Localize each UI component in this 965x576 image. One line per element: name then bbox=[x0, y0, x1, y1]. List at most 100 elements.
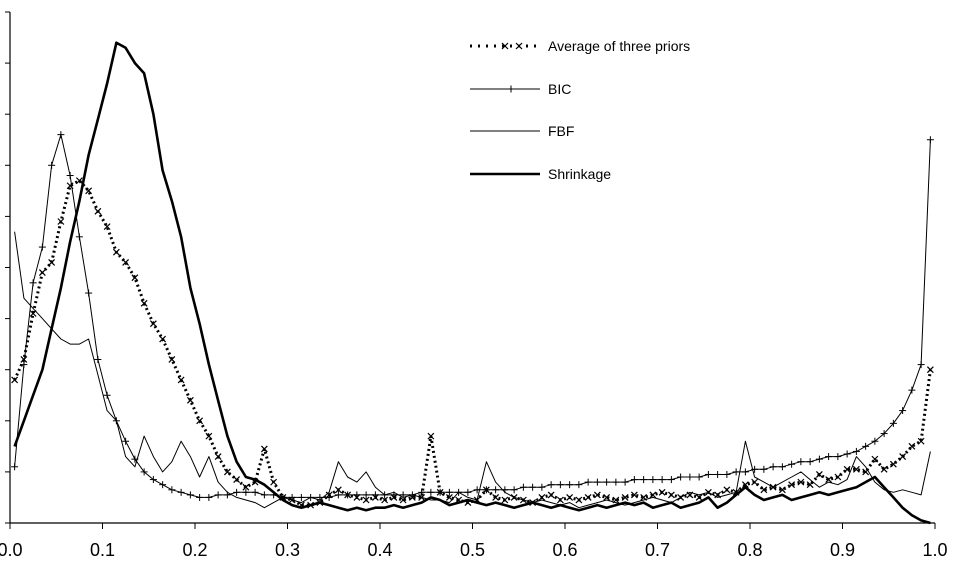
legend-label: FBF bbox=[548, 123, 574, 139]
data-point bbox=[852, 447, 860, 455]
data-point bbox=[825, 453, 833, 461]
data-point bbox=[149, 320, 157, 328]
data-point bbox=[519, 483, 527, 491]
data-point bbox=[871, 455, 879, 463]
data-point bbox=[538, 483, 546, 491]
legend-item-average-of-three-priors: Average of three priors bbox=[470, 38, 690, 54]
data-point bbox=[695, 473, 703, 481]
data-point bbox=[57, 218, 65, 225]
data-point bbox=[871, 437, 879, 445]
data-point bbox=[186, 396, 194, 404]
legend-label: BIC bbox=[548, 81, 571, 97]
data-point bbox=[769, 463, 777, 471]
data-point bbox=[464, 488, 472, 496]
legend-marker bbox=[515, 42, 523, 50]
data-point bbox=[196, 417, 204, 425]
data-point bbox=[38, 243, 46, 251]
data-point bbox=[612, 478, 620, 486]
legend-item-bic: BIC bbox=[470, 81, 571, 97]
data-point bbox=[196, 493, 204, 501]
axes: 0.0 0.1 0.2 0.3 0.4 0.5 0.6 0.7 0.8 0.9 1.0 bbox=[0, 11, 948, 560]
series-line-bic bbox=[14, 134, 931, 498]
data-point bbox=[427, 432, 435, 440]
data-point bbox=[501, 496, 509, 504]
legend-label: Average of three priors bbox=[548, 38, 690, 54]
series-line-shrinkage bbox=[13, 41, 931, 525]
x-tick-label: 0.0 bbox=[0, 540, 23, 560]
data-point bbox=[575, 496, 583, 504]
data-point bbox=[399, 496, 407, 504]
data-point bbox=[723, 486, 731, 494]
data-point bbox=[242, 488, 250, 496]
data-point bbox=[741, 468, 749, 476]
data-point bbox=[445, 494, 453, 501]
data-point bbox=[649, 476, 657, 484]
data-point bbox=[677, 473, 685, 481]
data-point bbox=[667, 491, 675, 499]
data-point bbox=[658, 476, 666, 484]
data-point bbox=[177, 488, 185, 496]
data-point bbox=[223, 468, 231, 476]
data-point bbox=[11, 463, 19, 471]
data-point bbox=[649, 491, 657, 499]
data-point bbox=[260, 491, 268, 499]
data-point bbox=[325, 493, 333, 501]
data-point bbox=[825, 476, 833, 483]
data-point bbox=[251, 488, 259, 496]
data-point bbox=[112, 248, 120, 256]
data-point bbox=[778, 486, 786, 494]
data-point bbox=[85, 289, 93, 297]
legend-label: Shrinkage bbox=[548, 166, 611, 182]
data-point bbox=[159, 481, 167, 489]
data-point bbox=[122, 258, 130, 266]
data-point bbox=[57, 131, 65, 139]
data-point bbox=[889, 419, 897, 427]
data-point bbox=[862, 442, 870, 450]
data-point bbox=[362, 496, 370, 504]
data-point bbox=[714, 470, 722, 478]
x-tick-label: 0.8 bbox=[737, 540, 762, 560]
data-point bbox=[584, 494, 592, 501]
data-point bbox=[11, 376, 19, 384]
data-point bbox=[186, 491, 194, 499]
series-line-fbf bbox=[14, 231, 931, 509]
data-point bbox=[880, 430, 888, 438]
data-point bbox=[538, 494, 546, 501]
data-point bbox=[103, 223, 111, 231]
data-point bbox=[371, 491, 379, 499]
data-point bbox=[704, 470, 712, 478]
data-point bbox=[168, 486, 176, 494]
data-point bbox=[233, 488, 241, 496]
data-point bbox=[436, 488, 444, 496]
data-point bbox=[20, 361, 28, 369]
data-point bbox=[788, 460, 796, 468]
data-point bbox=[630, 491, 638, 499]
data-point bbox=[20, 356, 28, 363]
data-point bbox=[566, 494, 574, 501]
x-tick-label: 1.0 bbox=[922, 540, 947, 560]
data-point bbox=[556, 496, 564, 504]
legend-item-shrinkage: Shrinkage bbox=[470, 166, 611, 182]
x-tick-label: 0.4 bbox=[367, 540, 392, 560]
data-point bbox=[889, 460, 897, 468]
data-point bbox=[778, 463, 786, 471]
data-point bbox=[492, 494, 500, 501]
data-point bbox=[926, 366, 934, 374]
data-point bbox=[270, 478, 278, 486]
data-point bbox=[566, 481, 574, 489]
data-point bbox=[603, 494, 611, 501]
data-point bbox=[353, 491, 361, 499]
data-point bbox=[621, 494, 629, 501]
series-bic bbox=[11, 131, 934, 501]
data-point bbox=[593, 491, 601, 499]
data-point bbox=[242, 483, 250, 491]
data-point bbox=[751, 478, 759, 486]
data-point bbox=[529, 483, 537, 491]
data-point bbox=[899, 453, 907, 460]
data-point bbox=[806, 481, 814, 489]
data-point bbox=[48, 258, 56, 266]
data-point bbox=[852, 465, 860, 473]
data-point bbox=[149, 476, 157, 484]
legend-marker bbox=[501, 42, 509, 50]
series-layer bbox=[11, 41, 934, 525]
